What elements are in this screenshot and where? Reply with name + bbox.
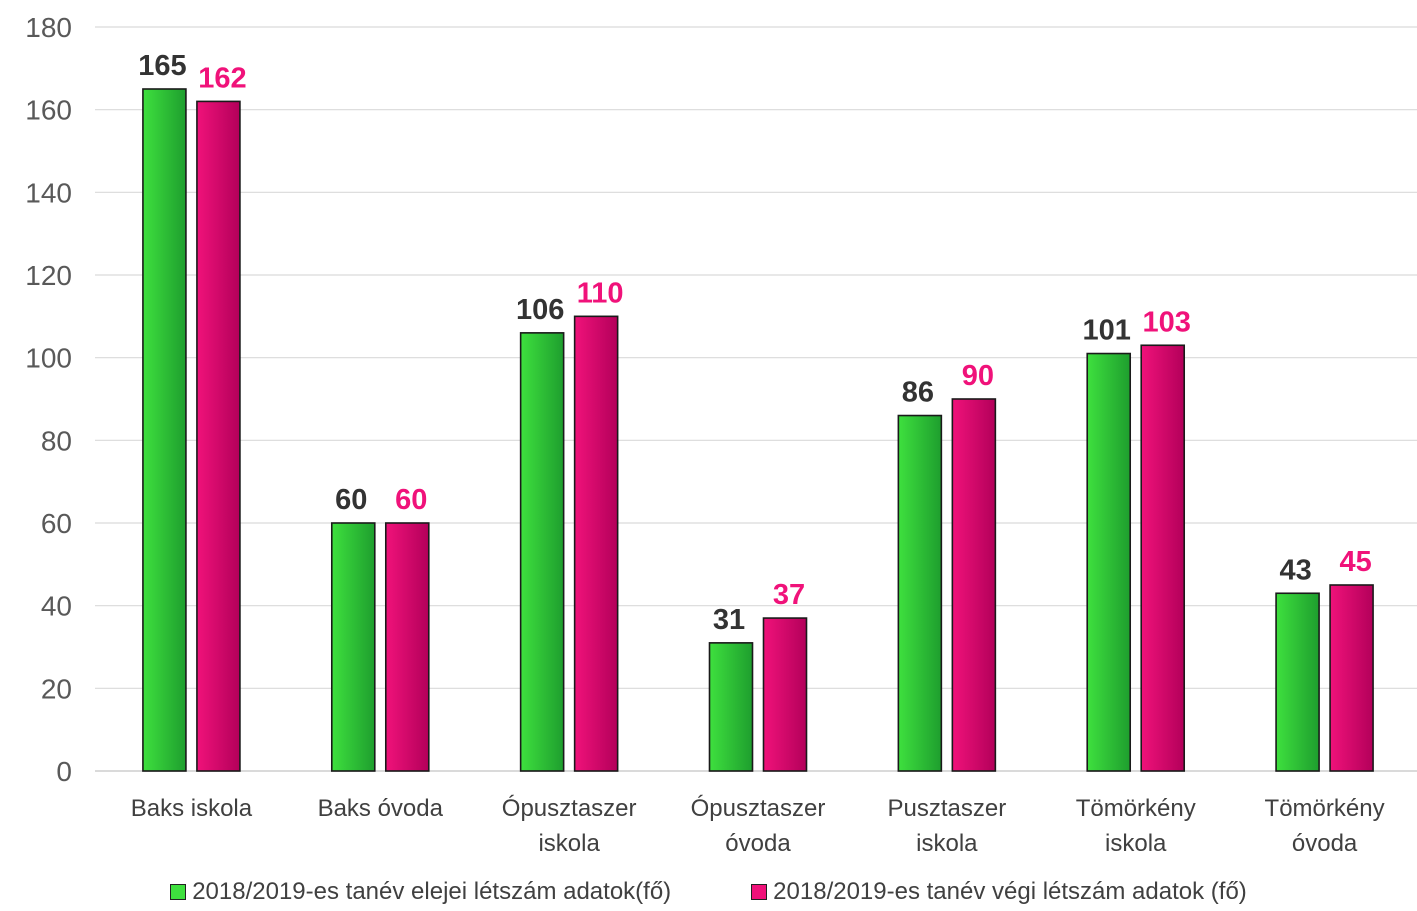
- bars: [142, 88, 1374, 772]
- y-tick-label: 160: [25, 95, 72, 126]
- bar-1-5: [1086, 352, 1132, 772]
- y-tick-label: 40: [41, 591, 72, 622]
- y-tick-label: 80: [41, 425, 72, 456]
- x-tick-label: Baks óvoda: [318, 795, 444, 822]
- legend-label-series-1: 2018/2019-es tanév elejei létszám adatok…: [192, 878, 672, 905]
- data-label-1-4: 86: [902, 377, 934, 409]
- legend-swatch-magenta: [751, 884, 768, 900]
- x-tick-label: Ópusztaszer: [691, 795, 826, 822]
- y-tick-label: 140: [25, 177, 72, 208]
- bar-2-1: [384, 522, 430, 772]
- bar-2-4: [951, 398, 997, 772]
- data-label-1-0: 165: [138, 50, 186, 82]
- bar-2-3: [762, 617, 808, 772]
- bar-2-2: [573, 315, 619, 772]
- data-label-2-6: 45: [1339, 546, 1371, 578]
- data-label-1-5: 101: [1083, 315, 1131, 347]
- x-tick-label: Tömörkény: [1265, 795, 1385, 822]
- y-tick-label: 180: [25, 12, 72, 43]
- x-tick-label: Ópusztaszer: [502, 795, 637, 822]
- bar-1-4: [897, 414, 943, 772]
- data-label-2-1: 60: [395, 484, 427, 516]
- bar-1-1: [330, 522, 376, 772]
- data-label-2-4: 90: [962, 360, 994, 392]
- legend-item-series-2: 2018/2019-es tanév végi létszám adatok (…: [751, 878, 1247, 906]
- data-label-2-3: 37: [773, 579, 805, 611]
- bar-1-3: [708, 642, 754, 772]
- bar-1-0: [142, 88, 187, 772]
- y-axis: 0 20 40 60 80 100 120 140 160 180: [25, 12, 72, 787]
- legend: 2018/2019-es tanév elejei létszám adatok…: [0, 878, 1417, 906]
- data-label-2-2: 110: [577, 277, 624, 309]
- y-tick-label: 20: [41, 673, 72, 704]
- legend-swatch-green: [170, 884, 187, 900]
- bar-2-0: [196, 100, 241, 772]
- x-tick-label: Tömörkény: [1076, 795, 1196, 822]
- x-tick-label: iskola: [1105, 830, 1167, 857]
- x-tick-label: Baks iskola: [131, 795, 253, 822]
- bar-1-2: [519, 332, 565, 772]
- data-label-1-1: 60: [335, 484, 367, 516]
- data-label-2-5: 103: [1143, 306, 1191, 338]
- data-label-1-2: 106: [516, 294, 564, 326]
- legend-item-series-1: 2018/2019-es tanév elejei létszám adatok…: [170, 878, 671, 906]
- bar-2-6: [1329, 584, 1374, 772]
- y-tick-label: 120: [25, 260, 72, 291]
- bar-1-6: [1275, 592, 1320, 772]
- data-label-2-0: 162: [198, 62, 246, 94]
- data-labels: 165 162 60 60 106 110 31 37 86 90 101 103 43 45: [138, 50, 1371, 636]
- data-label-1-6: 43: [1279, 554, 1311, 586]
- y-tick-label: 100: [25, 343, 72, 374]
- x-axis: Baks iskola Baks óvoda Ópusztaszer iskola Óp…: [131, 795, 1385, 857]
- bar-2-5: [1140, 344, 1186, 772]
- legend-label-series-2: 2018/2019-es tanév végi létszám adatok (…: [773, 878, 1247, 905]
- y-tick-label: 0: [56, 756, 72, 787]
- x-tick-label: Pusztaszer: [887, 795, 1006, 822]
- x-tick-label: óvoda: [1292, 830, 1358, 857]
- data-label-1-3: 31: [713, 604, 745, 636]
- x-tick-label: iskola: [916, 830, 978, 857]
- x-tick-label: óvoda: [725, 830, 791, 857]
- x-tick-label: iskola: [538, 830, 600, 857]
- y-tick-label: 60: [41, 508, 72, 539]
- gridlines: [95, 26, 1417, 772]
